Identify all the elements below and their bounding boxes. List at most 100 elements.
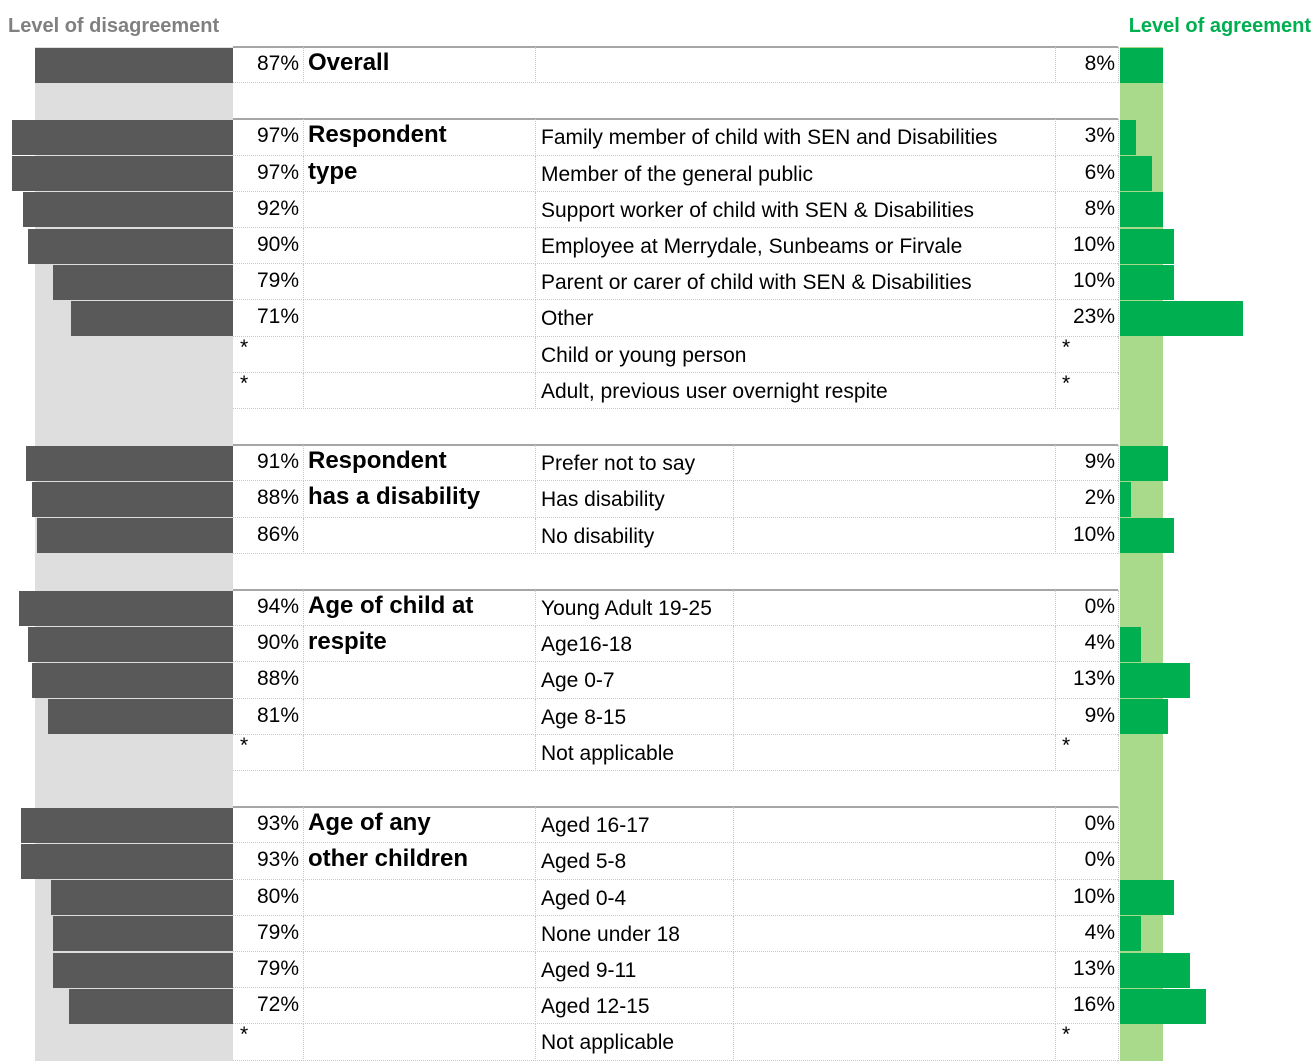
category-label: Aged 0-4 [541, 886, 627, 910]
cell-line [535, 843, 536, 880]
row-line [233, 480, 1118, 482]
cell-line [733, 952, 734, 989]
disagree-label: * [240, 1023, 249, 1047]
row-line [233, 842, 1118, 844]
disagree-label: 88% [256, 486, 299, 510]
cell-line [733, 590, 734, 627]
disagree-label: 93% [256, 848, 299, 872]
row-line [233, 733, 1118, 735]
row-line [233, 951, 1118, 952]
cell-line [1118, 626, 1119, 663]
category-label: Family member of child with SEN and Disa… [541, 126, 998, 150]
cell-line [1118, 952, 1119, 989]
category-label: Aged 12-15 [541, 995, 650, 1019]
cell-line [1055, 264, 1056, 301]
agree-label: * [1062, 335, 1071, 359]
row-line [233, 227, 1118, 228]
row-line [233, 154, 1118, 156]
cell-line [535, 481, 536, 518]
disagree-label: 72% [256, 993, 299, 1017]
disagree-label: 88% [256, 667, 299, 691]
disagree-bar [52, 952, 233, 988]
cell-line [1118, 807, 1119, 844]
agree-label: 8% [1084, 196, 1115, 220]
agree-label: 0% [1084, 848, 1115, 872]
group-border [233, 806, 1118, 809]
agree-label: 16% [1072, 993, 1115, 1017]
disagree-bar [27, 228, 233, 264]
cell-line [1118, 372, 1119, 409]
cell-line [303, 734, 304, 771]
cell-line [1055, 300, 1056, 337]
cell-line [1055, 119, 1056, 156]
row-line [233, 770, 1118, 771]
cell-line [535, 445, 536, 482]
category-label: Age 0-7 [541, 669, 615, 693]
cell-line [535, 988, 536, 1025]
cell-line [535, 1024, 536, 1061]
disagree-label: 91% [256, 450, 299, 474]
category-label: Prefer not to say [541, 452, 696, 476]
group-name: other children [308, 845, 469, 873]
cell-line [535, 626, 536, 663]
group-border [233, 444, 1118, 447]
agree-bar [1120, 518, 1174, 554]
disagree-label: * [240, 335, 249, 359]
disagree-bar [11, 156, 233, 192]
row-line [233, 516, 1118, 518]
cell-line [303, 807, 304, 844]
cell-line [1055, 734, 1056, 771]
row-line [233, 661, 1118, 663]
cell-line [1055, 445, 1056, 482]
disagree-bar [48, 699, 233, 735]
cell-line [1118, 300, 1119, 337]
row-line [233, 697, 1118, 699]
cell-line [1118, 47, 1119, 84]
cell-line [1118, 517, 1119, 554]
cell-line [1118, 988, 1119, 1025]
disagree-label: 90% [256, 233, 299, 256]
category-label: Support worker of child with SEN & Disab… [541, 198, 975, 222]
cell-line [303, 191, 304, 228]
cell-line [1118, 1024, 1119, 1061]
category-label: Not applicable [541, 741, 675, 765]
row-line [233, 552, 1118, 554]
disagree-bar [50, 880, 233, 916]
disagree-bar [36, 518, 233, 554]
right-label: Level of agreement [1128, 15, 1311, 37]
cell-line [303, 481, 304, 518]
cell-line [1118, 155, 1119, 192]
cell-line [1055, 47, 1056, 84]
row-line [233, 263, 1118, 265]
agree-label: 4% [1084, 920, 1115, 944]
group-border [233, 589, 1118, 591]
group-name: Age of any [308, 809, 431, 837]
group-name: Age of child at [308, 592, 474, 619]
disagree-label: 86% [256, 522, 299, 546]
disagree-label: 79% [256, 920, 299, 944]
agree-bar [1120, 916, 1142, 952]
cell-line [1118, 336, 1119, 373]
agree-label: 2% [1084, 486, 1115, 510]
cell-line [1118, 734, 1119, 771]
group-name: respite [308, 628, 387, 656]
agree-label: * [1062, 1023, 1071, 1047]
disagree-label: 97% [256, 160, 299, 184]
cell-line [733, 517, 734, 554]
cell-line [1055, 372, 1056, 409]
cell-line [303, 879, 304, 916]
cell-line [1055, 481, 1056, 518]
agree-bar [1120, 952, 1190, 988]
group-name: Respondent [308, 447, 447, 475]
agree-label: 10% [1072, 522, 1115, 546]
cell-line [303, 626, 304, 663]
cell-line [1055, 952, 1056, 989]
agree-label: 3% [1084, 124, 1115, 148]
disagree-label: * [240, 733, 249, 757]
category-label: Has disability [541, 488, 665, 512]
agree-bar [1120, 300, 1244, 337]
category-label: Aged 9-11 [541, 959, 637, 982]
cell-line [1055, 915, 1056, 952]
agree-label: 13% [1072, 667, 1115, 691]
